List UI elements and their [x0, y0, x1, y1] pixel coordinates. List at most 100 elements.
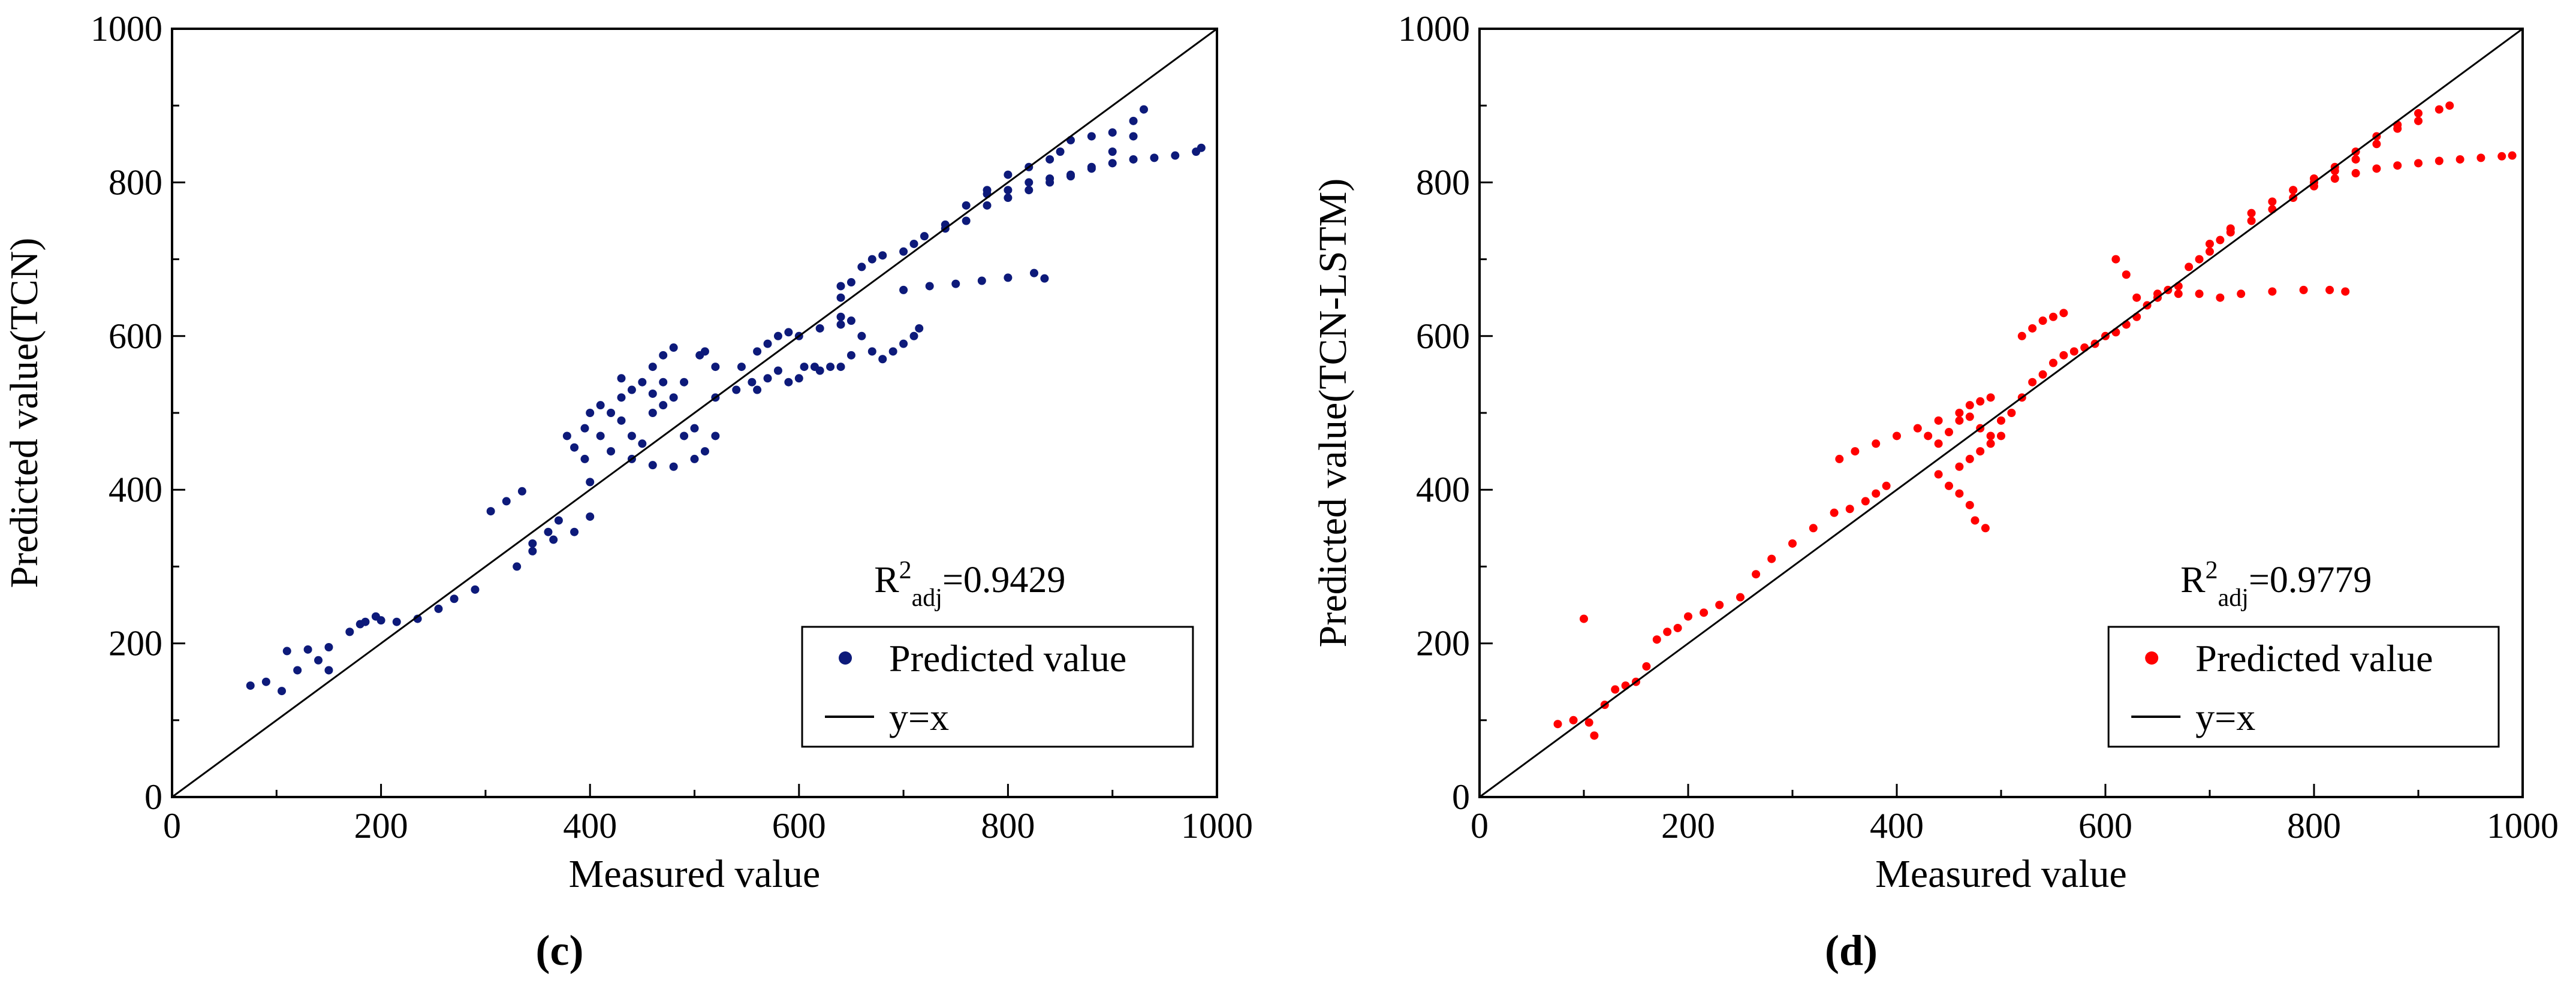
panel-c-data-point — [303, 645, 312, 654]
panel-c-r2-sub: adj — [912, 584, 942, 612]
panel-c-data-point — [794, 374, 803, 383]
panel-d-data-point — [1934, 416, 1943, 425]
panel-c-data-point — [669, 343, 678, 352]
panel-c-data-point — [1046, 178, 1054, 187]
panel-d-data-point — [2237, 289, 2246, 298]
panel-d-data-point — [2049, 358, 2057, 367]
panel-c-data-point — [345, 627, 354, 636]
panel-d-data-point — [2038, 316, 2047, 325]
panel-c-data-point — [278, 687, 287, 696]
panel-c-data-point — [836, 320, 845, 329]
panel-c-data-point — [846, 278, 855, 287]
panel-d-data-point — [1955, 489, 1964, 498]
panel-d-data-point — [1955, 409, 1964, 417]
panel-d-data-point — [1965, 401, 1974, 410]
panel-c-data-point — [1129, 132, 1138, 141]
panel-d-x-tick-label: 800 — [2287, 806, 2341, 846]
panel-c-data-point — [659, 378, 668, 387]
panel-c-data-point — [324, 643, 333, 652]
panel-c-x-tick-label: 400 — [563, 806, 617, 846]
panel-c-data-point — [648, 461, 657, 470]
panel-d-data-point — [2289, 186, 2298, 195]
panel-d-data-point — [2174, 289, 2183, 298]
panel-d-data-point — [2216, 236, 2225, 245]
panel-c-data-point — [1004, 170, 1013, 179]
panel-d-data-point — [1872, 489, 1881, 498]
panel-c-data-point — [607, 447, 616, 456]
panel-c-data-point — [570, 527, 579, 536]
panel-c-data-point — [920, 232, 929, 241]
panel-d-data-point — [2497, 152, 2506, 161]
panel-d-data-point — [1673, 623, 1682, 632]
panel-d-y-axis: 0 200 400 600 800 1000 — [1398, 9, 1493, 817]
panel-d-legend-label-identity: y=x — [2195, 696, 2255, 738]
panel-d-data-point — [1830, 508, 1839, 517]
panel-c-data-point — [951, 279, 960, 288]
panel-d-data-point — [2372, 140, 2381, 149]
panel-d-data-point — [1976, 397, 1985, 406]
panel-c-data-point — [846, 316, 855, 325]
panel-d-data-point — [2268, 287, 2277, 296]
panel-c-data-point — [324, 666, 333, 675]
panel-d-data-point — [1893, 431, 1901, 440]
panel-c-data-point — [784, 378, 793, 387]
panel-c-x-tick-label: 0 — [163, 806, 181, 846]
panel-c-data-point — [753, 347, 762, 356]
panel-c-data-point — [1056, 147, 1065, 156]
panel-c-legend-point-marker — [839, 651, 852, 665]
panel-d-data-point — [2330, 174, 2339, 183]
panel-d-data-point — [2247, 209, 2256, 218]
panel-c-data-point — [857, 262, 866, 271]
panel-c-data-point — [580, 454, 589, 463]
panel-c-data-point — [700, 447, 709, 456]
panel-c-data-point — [899, 339, 908, 348]
panel-c-data-point — [554, 516, 563, 525]
panel-c-data-point — [392, 617, 401, 626]
panel-c-data-point — [899, 285, 908, 294]
panel-c-r2-sup: 2 — [899, 557, 912, 584]
panel-d-data-point — [2414, 159, 2423, 168]
panel-c-data-point — [815, 366, 824, 375]
panel-d-label: (d) — [1825, 926, 1878, 974]
panel-c-data-point — [737, 363, 746, 372]
panel-c-data-point — [1029, 268, 1038, 277]
panel-c-data-point — [695, 351, 704, 360]
panel-d-data-point — [2351, 155, 2360, 164]
panel-d-data-point — [2435, 156, 2444, 165]
panel-c-data-point — [638, 378, 647, 387]
panel-d-data-point — [2351, 169, 2360, 178]
panel-d-data-point — [2435, 105, 2444, 114]
panel-c-label: (c) — [536, 926, 584, 974]
panel-d-data-point — [1611, 685, 1620, 694]
panel-c-data-point — [1108, 128, 1117, 137]
panel-c-data-point — [748, 378, 757, 387]
panel-c-data-point — [680, 431, 689, 440]
panel-d-x-tick-label: 200 — [1661, 806, 1715, 846]
panel-d-data-point — [2476, 153, 2485, 162]
panel-d-data-point — [2185, 262, 2194, 271]
panel-d-data-point — [1934, 470, 1943, 479]
panel-c-data-point — [1171, 151, 1180, 160]
panel-c-data-point — [648, 363, 657, 372]
panel-d-legend: Predicted value y=x — [2107, 626, 2500, 748]
panel-c-data-point — [434, 604, 443, 613]
panel-c-data-point — [580, 424, 589, 433]
panel-c-data-point — [1087, 132, 1096, 141]
panel-d-data-point — [2007, 409, 2016, 417]
panel-c-data-point — [784, 328, 793, 337]
panel-d-data-point — [1965, 412, 1974, 421]
panel-d-data-point — [2372, 164, 2381, 173]
panel-c-data-point — [659, 401, 668, 410]
panel-c-data-point — [690, 454, 699, 463]
panel-d-data-point — [1934, 439, 1943, 448]
panel-c-data-point — [915, 324, 924, 333]
panel-c: 0 200 400 600 800 1000 0 200 400 600 800 1000 Meas… — [2, 9, 1253, 974]
panel-d-data-point — [2111, 255, 2120, 264]
panel-d-data-point — [1924, 431, 1933, 440]
panel-d-data-point — [1976, 447, 1985, 456]
panel-d-data-point — [1981, 524, 1990, 533]
panel-d-data-point — [2341, 287, 2350, 296]
panel-d-data-point — [1861, 497, 1870, 506]
panel-d-r2-value: =0.9779 — [2249, 560, 2372, 600]
